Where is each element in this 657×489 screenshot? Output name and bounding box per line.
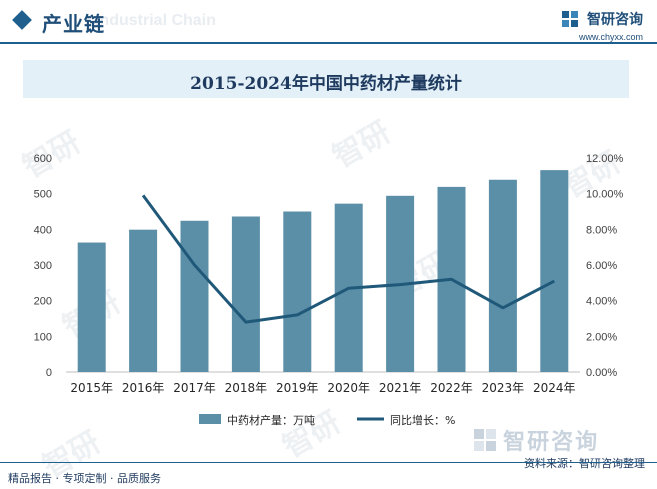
header-divider bbox=[0, 42, 657, 44]
legend-label-line: 同比增长：% bbox=[390, 413, 455, 427]
x-tick-label: 2018年 bbox=[225, 381, 268, 395]
brand-logo-icon bbox=[561, 10, 578, 27]
y-right-tick-label: 10.00% bbox=[586, 189, 624, 201]
bar bbox=[283, 211, 312, 372]
footer-divider bbox=[0, 462, 657, 463]
x-tick-label: 2020年 bbox=[327, 381, 370, 395]
y-right-tick-label: 8.00% bbox=[586, 224, 617, 236]
brand-url: www.chyxx.com bbox=[578, 31, 643, 42]
bar bbox=[129, 229, 158, 372]
x-tick-label: 2019年 bbox=[276, 381, 319, 395]
growth-line bbox=[141, 194, 555, 324]
section-title: 产业链 bbox=[42, 12, 105, 36]
y-left-tick-label: 400 bbox=[34, 224, 52, 236]
chart: 0 100 200 300 400 500 600 0.00% 2.00% 4.00% 6.00% 8… bbox=[34, 153, 624, 427]
y-left-tick-label: 100 bbox=[34, 331, 52, 343]
legend-label-bar: 中药材产量：万吨 bbox=[227, 413, 315, 427]
source-note: 资料来源：智研咨询整理 bbox=[524, 457, 645, 470]
bar bbox=[180, 220, 209, 372]
bottom-logo-text: 智研咨询 bbox=[503, 430, 600, 455]
brand: 智研咨询 www.chyxx.com bbox=[561, 8, 643, 42]
y-left-tick-label: 0 bbox=[46, 367, 52, 379]
y-right-tick-label: 4.00% bbox=[586, 296, 617, 308]
bar bbox=[488, 179, 517, 372]
y-right-tick-label: 0.00% bbox=[586, 367, 617, 379]
x-tick-label: 2021年 bbox=[379, 381, 422, 395]
legend-swatch-bar bbox=[199, 414, 221, 424]
diamond-icon bbox=[12, 10, 32, 30]
y-left-tick-label: 500 bbox=[34, 189, 52, 201]
bar bbox=[231, 216, 260, 372]
y-right-tick-label: 12.00% bbox=[586, 153, 624, 165]
brand-name: 智研咨询 bbox=[587, 11, 643, 28]
chart-title: 2015-2024年中国中药材产量统计 bbox=[190, 74, 462, 94]
x-tick-label: 2022年 bbox=[430, 381, 473, 395]
y-left-tick-label: 300 bbox=[34, 260, 52, 272]
x-tick-label: 2016年 bbox=[122, 381, 165, 395]
bar bbox=[540, 170, 569, 372]
x-tick-label: 2017年 bbox=[173, 381, 216, 395]
logo-icon bbox=[474, 429, 496, 451]
chart-title-band: 2015-2024年中国中药材产量统计 bbox=[23, 60, 629, 98]
y-left-tick-label: 200 bbox=[34, 296, 52, 308]
y-right-tick-label: 2.00% bbox=[586, 331, 617, 343]
bottom-logo: 智研咨询 bbox=[472, 424, 599, 456]
x-tick-label: 2015年 bbox=[70, 381, 113, 395]
x-tick-label: 2023年 bbox=[482, 381, 525, 395]
section-watermark: Industrial Chain bbox=[95, 12, 216, 29]
y-right-tick-label: 6.00% bbox=[586, 260, 617, 272]
page-header: Industrial Chain 产业链 智研咨询 www.chyxx.com bbox=[0, 0, 657, 46]
y-left-tick-label: 600 bbox=[34, 153, 52, 165]
x-tick-label: 2024年 bbox=[533, 381, 576, 395]
footer-tagline: 精品报告 · 专项定制 · 品质服务 bbox=[8, 472, 161, 485]
bar bbox=[77, 242, 106, 372]
